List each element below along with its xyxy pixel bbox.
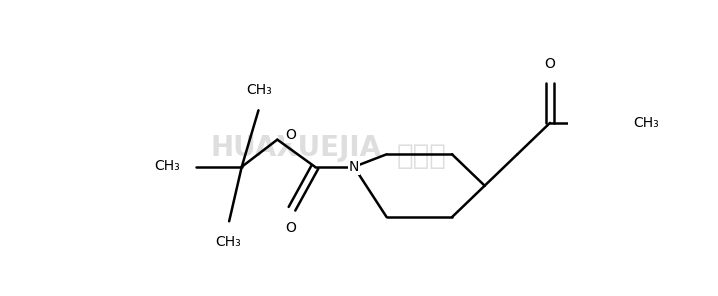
Text: CH₃: CH₃ <box>154 159 180 173</box>
Text: O: O <box>285 221 296 235</box>
Text: N: N <box>349 160 359 174</box>
Text: CH₃: CH₃ <box>215 235 241 249</box>
Text: HUAXUEJIA: HUAXUEJIA <box>210 134 382 162</box>
Text: 化学加: 化学加 <box>397 142 447 170</box>
Text: O: O <box>285 128 296 142</box>
Text: CH₃: CH₃ <box>633 116 658 130</box>
Text: O: O <box>544 57 556 70</box>
Text: CH₃: CH₃ <box>246 83 272 97</box>
